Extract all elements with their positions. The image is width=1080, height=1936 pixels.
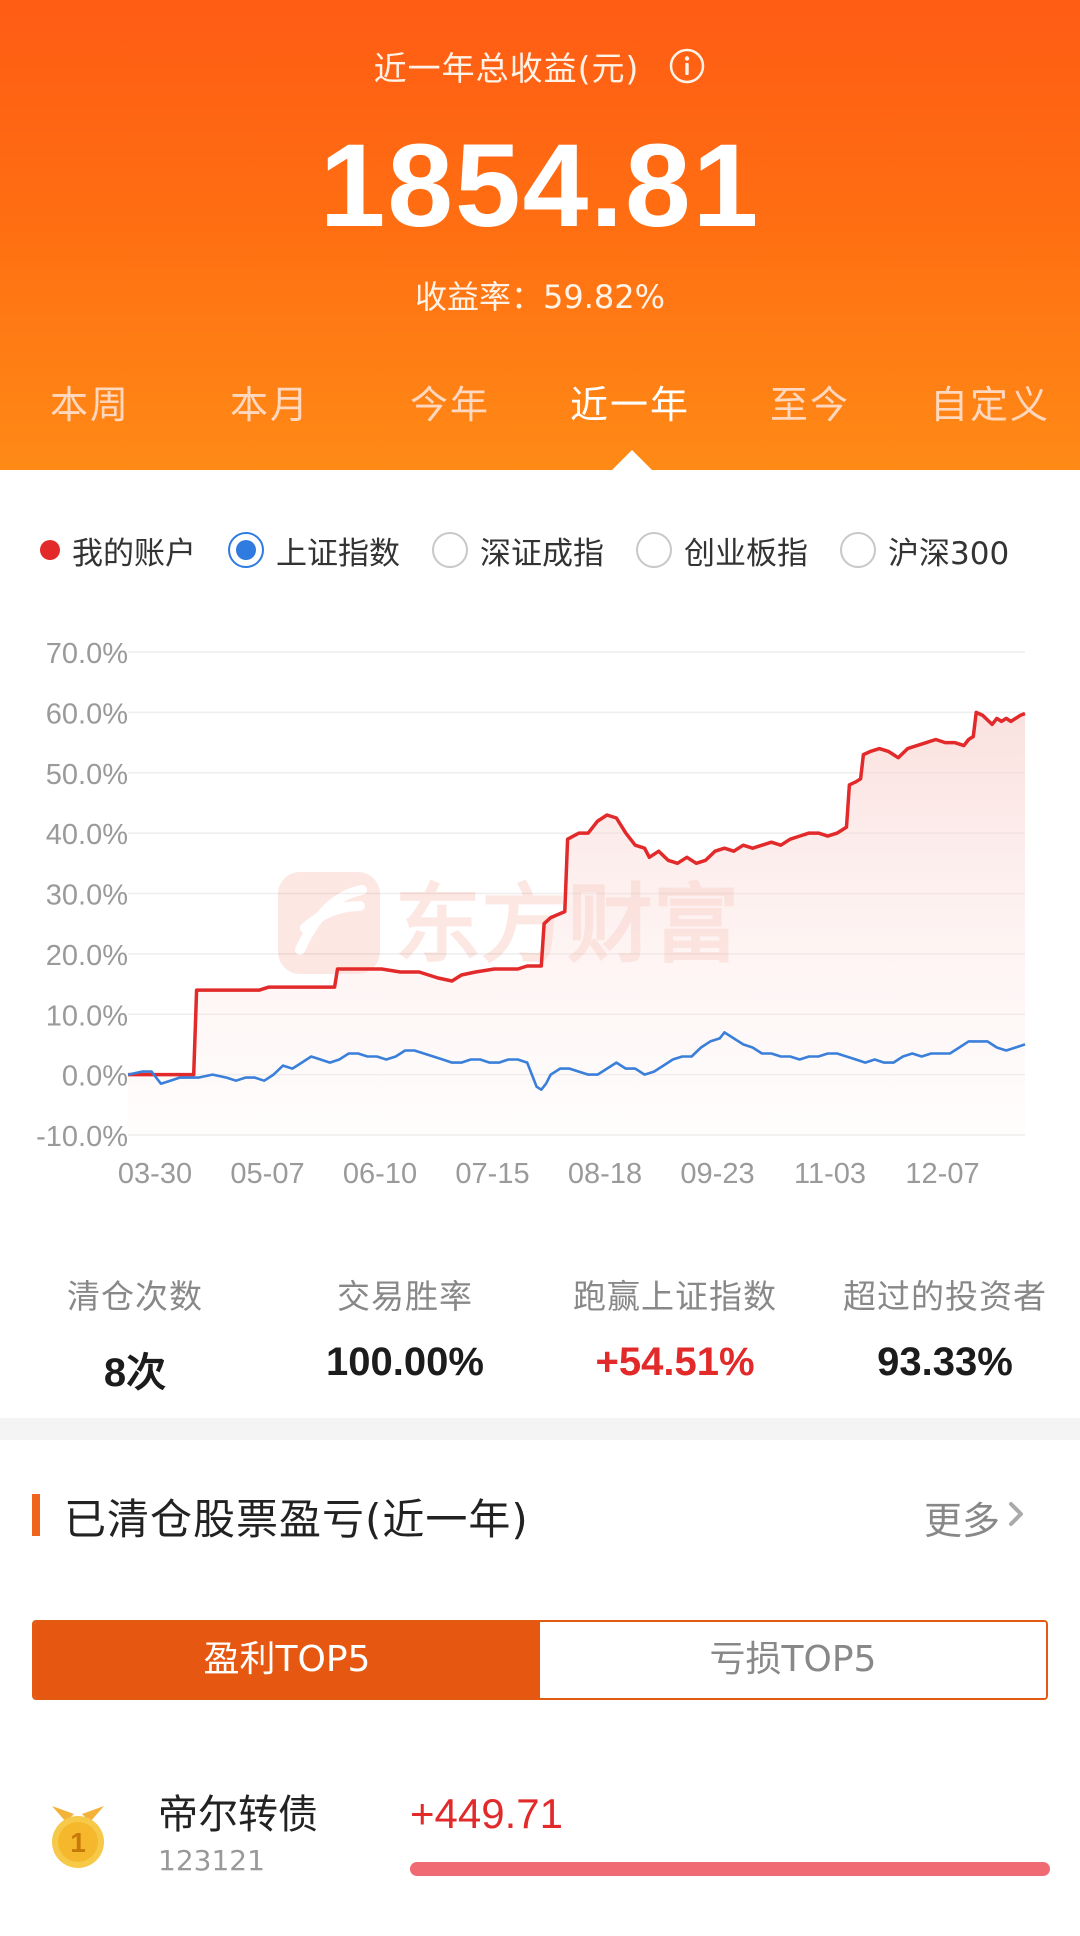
x-tick-label: 05-07: [230, 1158, 304, 1190]
x-tick-label: 07-15: [455, 1158, 529, 1190]
stat-win-rate: 交易胜率 100.00%: [270, 1270, 540, 1398]
medal-rank: 1: [70, 1827, 86, 1858]
info-icon[interactable]: [668, 47, 706, 85]
radio-label[interactable]: 创业板指: [684, 535, 808, 572]
radio-shanghai-index[interactable]: 上证指数: [228, 528, 400, 573]
y-tick-label: 40.0%: [46, 819, 128, 851]
return-comparison-chart[interactable]: 东方财富 70.0%60.0%50.0%40.0%30.0%20.0%10.0%…: [0, 610, 1080, 1200]
x-tick-label: 08-18: [568, 1158, 642, 1190]
index-selector: 我的账户 上证指数 深证成指 创业板指 沪深300: [40, 524, 1060, 576]
watermark-logo-icon: [278, 872, 380, 974]
y-tick-label: 60.0%: [46, 698, 128, 730]
stat-beat-index: 跑赢上证指数 +54.51%: [540, 1270, 810, 1398]
y-tick-label: 70.0%: [46, 638, 128, 670]
profit-top5-button[interactable]: 盈利TOP5: [34, 1622, 540, 1698]
tab-this-year[interactable]: 今年: [409, 383, 490, 427]
tab-custom[interactable]: 自定义: [929, 383, 1050, 427]
stat-value: +54.51%: [595, 1340, 755, 1384]
stat-label: 交易胜率: [337, 1277, 473, 1316]
x-tick-label: 03-30: [118, 1158, 192, 1190]
profit-loss-toggle: 盈利TOP5 亏损TOP5: [32, 1620, 1048, 1700]
legend-dot-icon: [40, 540, 60, 560]
y-tick-label: 20.0%: [46, 940, 128, 972]
loss-top5-button[interactable]: 亏损TOP5: [540, 1622, 1046, 1698]
radio-csi300-index[interactable]: 沪深300: [840, 528, 1009, 573]
y-tick-label: 30.0%: [46, 880, 128, 912]
series-area-fill: [128, 712, 1025, 1135]
list-item[interactable]: 1 帝尔转债 123121 +449.71: [0, 1760, 1080, 1910]
x-tick-label: 11-03: [794, 1158, 866, 1190]
period-tabs: 本周 本月 今年 近一年 至今 自定义: [0, 370, 1080, 440]
legend-my-account: 我的账户: [40, 528, 196, 573]
x-tick-label: 06-10: [343, 1158, 417, 1190]
stats-row: 清仓次数 8次 交易胜率 100.00% 跑赢上证指数 +54.51% 超过的投…: [0, 1270, 1080, 1398]
stat-label: 清仓次数: [67, 1277, 203, 1316]
stat-value: 8次: [103, 1351, 167, 1395]
stat-label: 超过的投资者: [843, 1277, 1047, 1316]
stock-name: 帝尔转债: [158, 1792, 318, 1838]
x-tick-label: 09-23: [680, 1158, 754, 1190]
summary-header: 近一年总收益(元) 1854.81 收益率：59.82% 本周 本月 今年 近一…: [0, 0, 1080, 470]
chevron-right-icon[interactable]: [1002, 1494, 1032, 1534]
header-title: 近一年总收益(元): [373, 49, 640, 88]
stat-value: 93.33%: [877, 1340, 1013, 1384]
series-line-shanghai-index: [127, 1031, 1026, 1091]
profit-bar: [410, 1862, 1050, 1876]
gold-medal-icon: 1: [52, 1806, 104, 1868]
stock-profit: +449.71: [410, 1790, 563, 1837]
closed-positions-header: 已清仓股票盈亏(近一年) 更多: [0, 1478, 1080, 1558]
legend-my-account-label: 我的账户: [72, 535, 196, 572]
stat-beat-investors: 超过的投资者 93.33%: [810, 1270, 1080, 1398]
radio-unchecked-icon[interactable]: [432, 532, 468, 568]
tab-since-start[interactable]: 至今: [769, 383, 850, 427]
stat-clear-count: 清仓次数 8次: [0, 1270, 270, 1398]
radio-label[interactable]: 深证成指: [480, 535, 604, 572]
y-tick-label: 50.0%: [46, 759, 128, 791]
y-tick-label: 10.0%: [46, 1000, 128, 1032]
radio-chinext-index[interactable]: 创业板指: [636, 528, 808, 573]
tab-last-year[interactable]: 近一年: [569, 383, 690, 427]
x-tick-label: 12-07: [905, 1158, 979, 1190]
profit-rate: 收益率：59.82%: [414, 278, 666, 316]
more-link[interactable]: 更多: [923, 1499, 1000, 1543]
y-tick-label: 0.0%: [62, 1061, 128, 1093]
radio-label[interactable]: 沪深300: [888, 535, 1010, 572]
section-divider: [0, 1418, 1080, 1440]
radio-unchecked-icon[interactable]: [840, 532, 876, 568]
header-title-row: 近一年总收益(元): [0, 42, 1080, 90]
active-tab-indicator: [612, 450, 652, 470]
total-profit-amount: 1854.81: [319, 120, 761, 252]
radio-shenzhen-index[interactable]: 深证成指: [432, 528, 604, 573]
section-title: 已清仓股票盈亏(近一年): [64, 1495, 529, 1544]
radio-label[interactable]: 上证指数: [276, 535, 400, 572]
stat-label: 跑赢上证指数: [573, 1277, 777, 1316]
y-tick-label: -10.0%: [36, 1121, 128, 1153]
tab-this-month[interactable]: 本月: [229, 383, 310, 427]
tab-this-week[interactable]: 本周: [49, 383, 130, 427]
stat-value: 100.00%: [326, 1340, 484, 1384]
radio-unchecked-icon[interactable]: [636, 532, 672, 568]
series-line-my-account: [128, 710, 1026, 1077]
stock-code: 123121: [158, 1844, 265, 1877]
section-accent-bar: [32, 1494, 40, 1536]
radio-checked-icon[interactable]: [228, 532, 264, 568]
